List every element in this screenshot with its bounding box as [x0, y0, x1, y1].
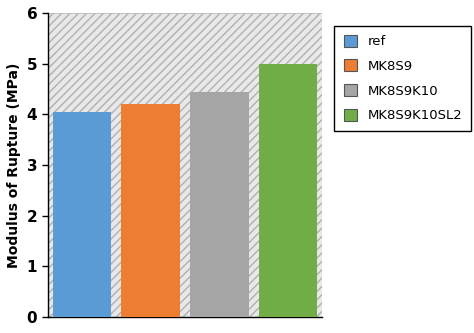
Legend: ref, MK8S9, MK8S9K10, MK8S9K10SL2: ref, MK8S9, MK8S9K10, MK8S9K10SL2	[335, 26, 471, 132]
Bar	[190, 92, 248, 317]
Bar	[121, 104, 180, 317]
Y-axis label: Modulus of Rupture (MPa): Modulus of Rupture (MPa)	[7, 62, 21, 268]
Bar	[259, 64, 317, 317]
Bar	[53, 112, 111, 317]
